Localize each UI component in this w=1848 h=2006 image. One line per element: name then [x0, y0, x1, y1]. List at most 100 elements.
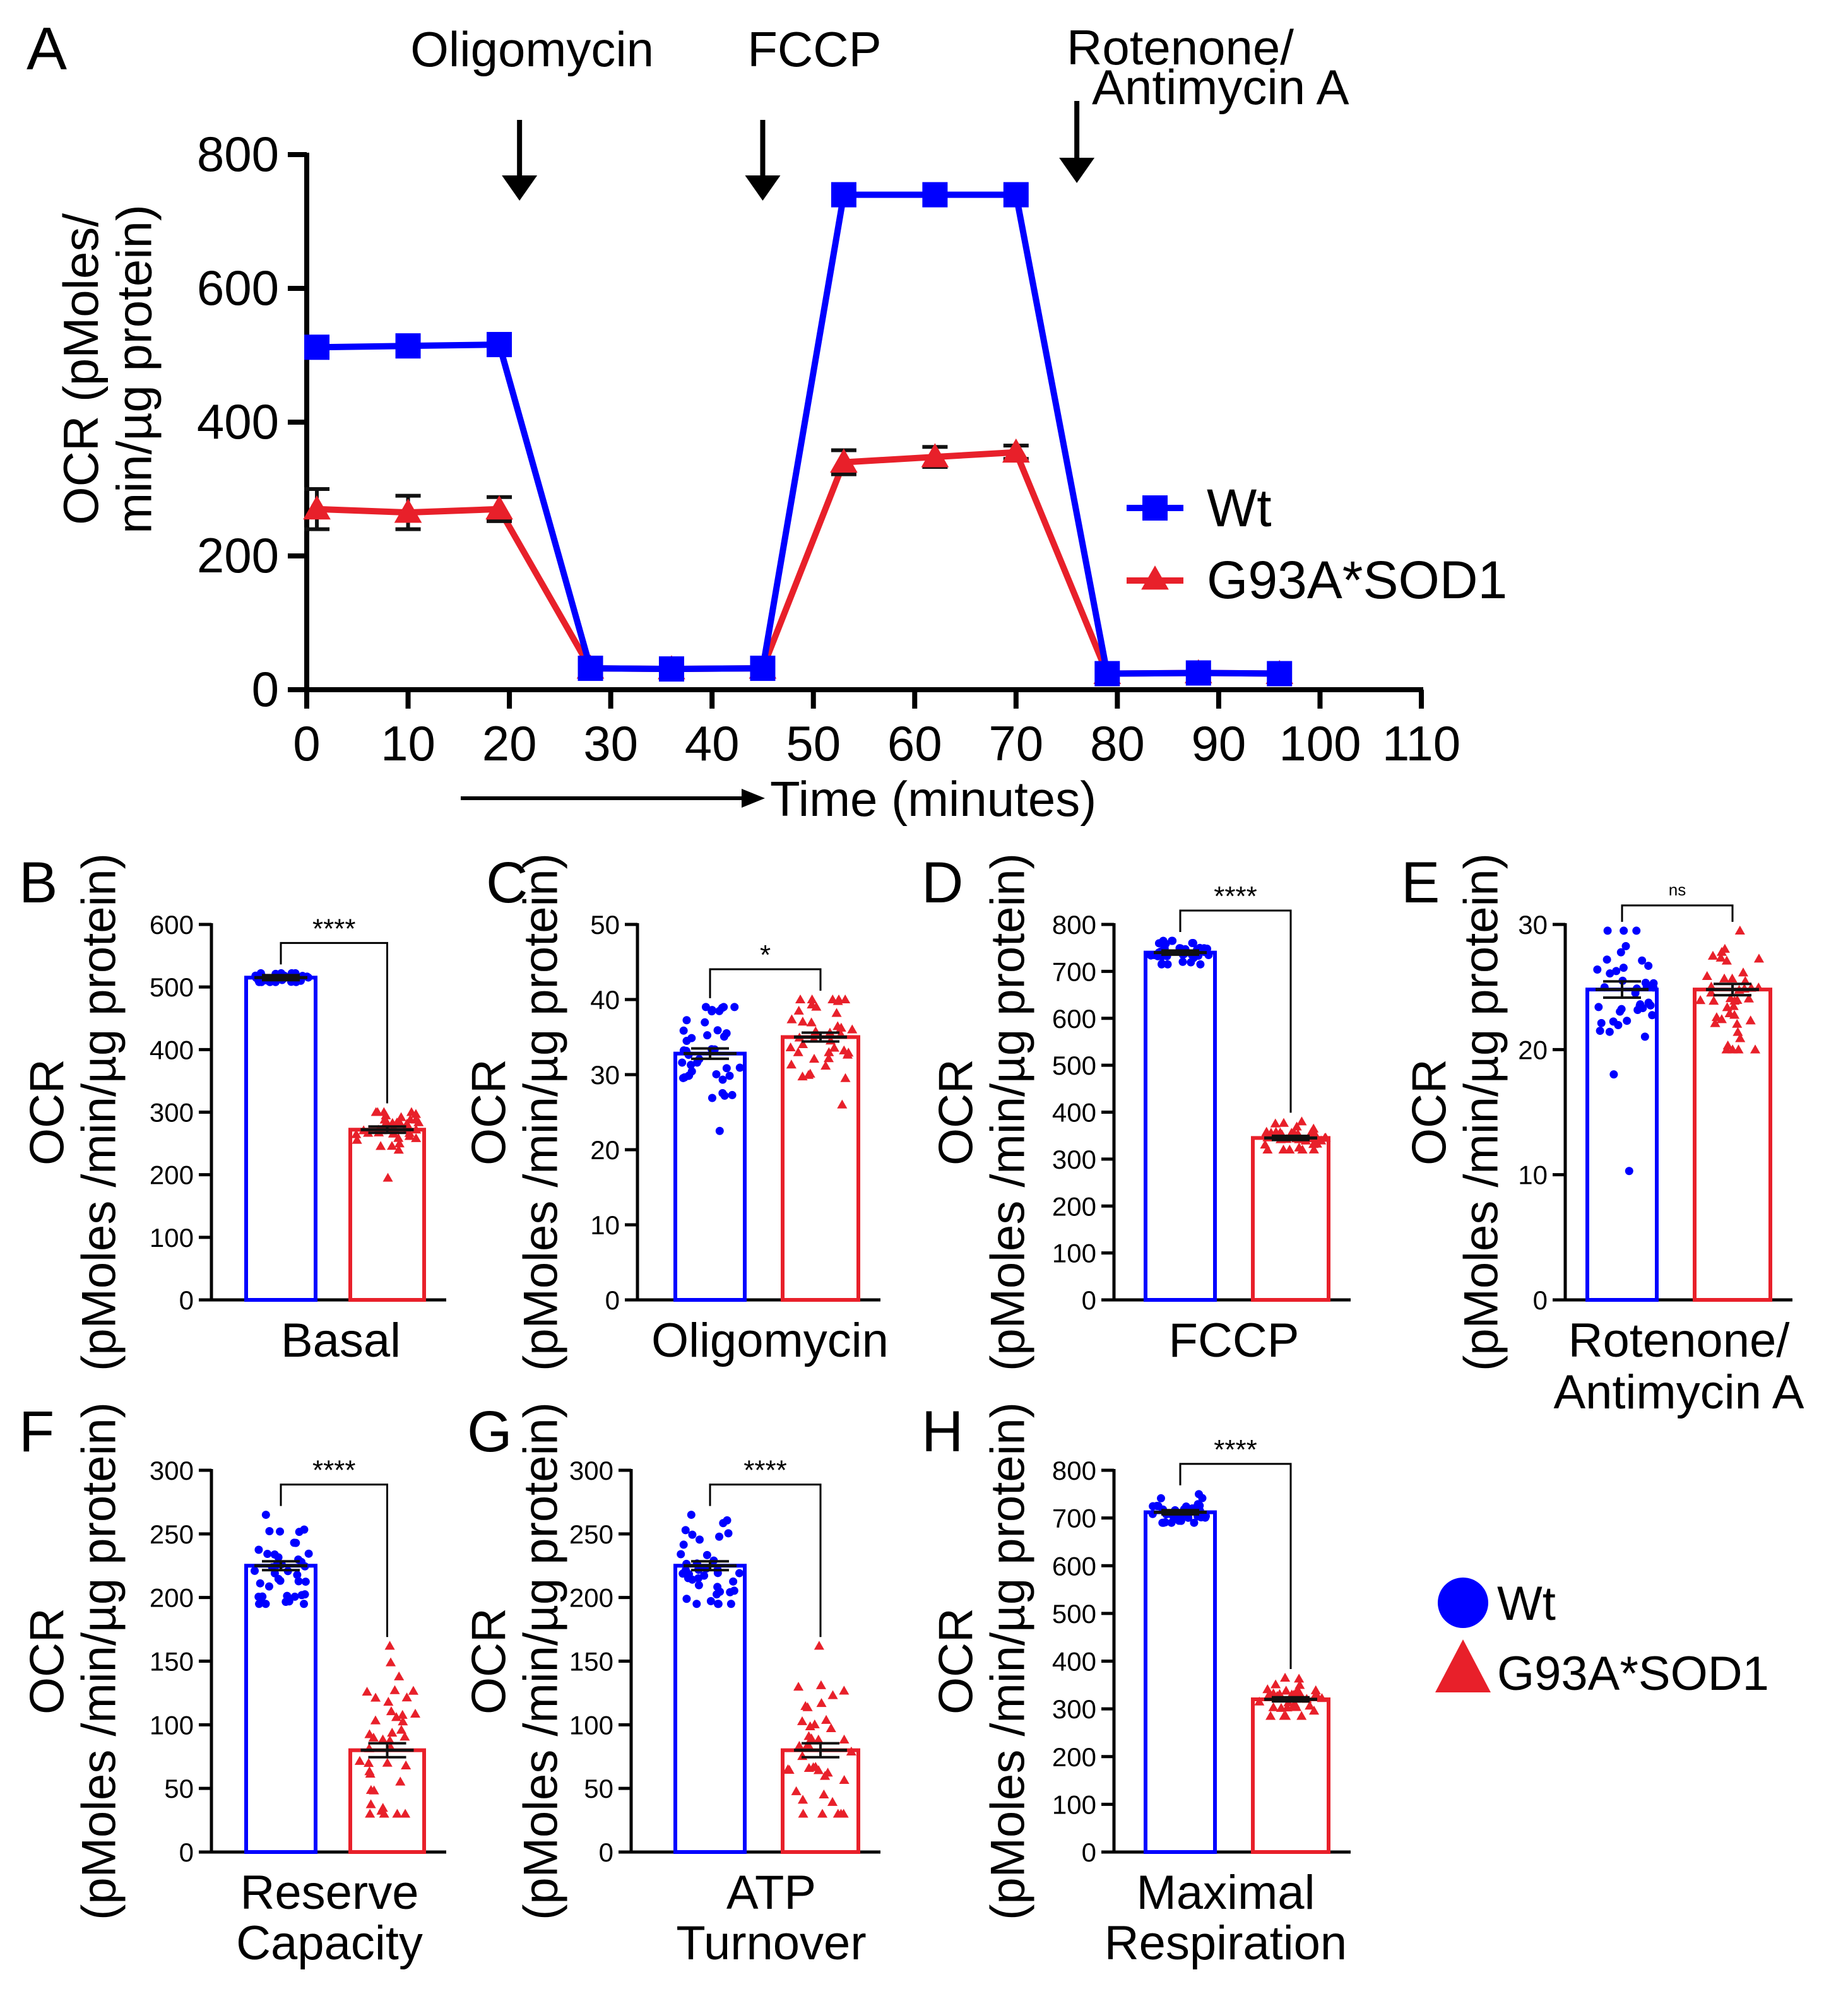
data-point-wt: [1156, 1494, 1165, 1502]
panel-a-x-tick-label: 0: [293, 716, 320, 771]
panel-a-point-wt: [1267, 661, 1293, 687]
data-point-wt: [726, 1600, 735, 1608]
data-point-wt: [1605, 1027, 1614, 1036]
data-point-wt: [725, 1071, 734, 1080]
data-point-mut: [363, 1128, 374, 1137]
data-point-wt: [706, 1596, 715, 1605]
panel-a-injection-arrowhead: [1059, 158, 1095, 183]
bar-panel-y-tick-label: 100: [150, 1710, 194, 1740]
data-point-mut: [839, 1685, 850, 1695]
data-point-mut: [1320, 1133, 1330, 1142]
significance-bracket: [709, 968, 822, 998]
panel-a-point-wt: [395, 333, 421, 359]
data-point-mut: [1281, 1685, 1291, 1695]
bar-panel-y-tick-label: 250: [569, 1519, 613, 1549]
data-point-wt: [1196, 960, 1205, 969]
data-point-wt: [679, 1026, 688, 1035]
data-point-wt: [1168, 936, 1176, 945]
data-point-mut: [376, 1141, 386, 1150]
panel-a-legend-mut-marker: [1141, 565, 1169, 590]
data-point-mut: [1310, 1130, 1320, 1139]
data-point-wt: [301, 1578, 310, 1586]
data-point-mut: [401, 1692, 412, 1702]
data-point-mut: [408, 1685, 418, 1695]
data-point-wt: [1188, 939, 1197, 948]
data-point-mut: [786, 1059, 797, 1069]
panel-b-letter: B: [19, 851, 57, 915]
bar-panel-y-tick-label: 200: [569, 1583, 613, 1613]
bar-panel-x-label-line-2: Antimycin A: [1553, 1366, 1804, 1419]
data-point-mut: [1308, 1706, 1320, 1715]
bar-panel-y-tick-label: 600: [1052, 1551, 1096, 1581]
data-point-mut: [393, 1145, 404, 1154]
bar-panel-x-label-line-1: ATP: [726, 1866, 816, 1920]
data-point-mut: [400, 1808, 411, 1818]
data-point-mut: [798, 1039, 808, 1049]
data-point-mut: [814, 1641, 824, 1650]
data-point-mut: [379, 1114, 390, 1124]
data-point-wt: [682, 1016, 691, 1025]
data-point-mut: [365, 1808, 376, 1818]
significance-bracket: [1179, 1463, 1292, 1669]
data-point-wt: [714, 1600, 723, 1608]
data-point-mut: [1268, 1702, 1279, 1711]
panel-f: F 0 50 100 150 200 250 300 OCR(pMoles /min/µg pr…: [19, 1400, 446, 1970]
data-point-wt: [722, 1029, 731, 1038]
data-point-mut: [395, 1776, 406, 1786]
data-point-wt: [687, 1061, 696, 1070]
data-point-wt: [695, 1535, 704, 1544]
data-point-mut: [1753, 953, 1764, 963]
bar-mut: [1693, 988, 1772, 1302]
data-point-mut: [816, 1698, 827, 1708]
data-point-wt: [1623, 1017, 1632, 1025]
data-point-mut: [1262, 1144, 1273, 1154]
bar-panel-y-axis-label-line-2: (pMoles /min/µg protein): [981, 853, 1035, 1371]
data-point-wt: [254, 1545, 263, 1554]
data-point-mut: [387, 1728, 398, 1737]
bar-panel-y-tick-label: 500: [150, 972, 194, 1002]
bar-panel-y-axis-label-group: OCR(pMoles /min/µg protein): [21, 853, 126, 1371]
panel-a-injection-arrowhead: [502, 175, 538, 201]
panel-a-series-line-mut: [316, 449, 1280, 677]
data-point-mut: [826, 1723, 836, 1732]
data-point-mut: [1294, 1680, 1305, 1689]
significance-label: ****: [1214, 1434, 1257, 1465]
bar-panel-y-tick-label: 30: [1518, 910, 1548, 940]
significance-label: ****: [312, 1455, 356, 1486]
data-point-mut: [839, 1734, 850, 1743]
significance-bracket: [280, 941, 388, 1104]
data-point-wt: [300, 1600, 309, 1608]
bar-panel-y-tick-label: 150: [569, 1647, 613, 1677]
data-point-mut: [811, 1001, 822, 1011]
panel-a-time-arrowhead: [742, 789, 765, 808]
data-point-wt: [735, 1569, 743, 1578]
data-point-mut: [1305, 1701, 1315, 1710]
data-point-wt: [718, 1089, 727, 1097]
data-point-mut: [404, 1131, 415, 1140]
data-point-mut: [1296, 1116, 1307, 1126]
data-point-mut: [364, 1729, 375, 1738]
data-point-mut: [369, 1785, 379, 1795]
bar-panel-y-tick-label: 200: [150, 1583, 194, 1613]
data-point-wt: [1158, 938, 1167, 947]
panel-a-point-wt: [831, 182, 856, 208]
data-point-mut: [1729, 1010, 1740, 1019]
panel-a-y-tick-label: 200: [197, 528, 279, 583]
data-point-mut: [1707, 950, 1719, 960]
bar-panel-y-tick-label: 100: [150, 1223, 194, 1253]
significance-bracket: [280, 1484, 388, 1637]
data-point-wt: [1616, 1007, 1625, 1016]
data-point-wt: [729, 1577, 738, 1586]
data-point-mut: [1733, 1044, 1744, 1054]
data-point-mut: [354, 1755, 365, 1765]
data-point-wt: [1161, 1518, 1170, 1526]
data-point-mut: [410, 1708, 421, 1718]
significance-label: ns: [1669, 880, 1686, 899]
bar-panel-y-tick-label: 800: [1052, 910, 1096, 940]
data-point-wt: [1644, 962, 1653, 971]
panel-a-legend-wt-marker: [1142, 495, 1168, 521]
bar-panel-y-tick-label: 200: [150, 1160, 194, 1190]
data-point-mut: [393, 1133, 404, 1142]
significance-bracket: [1621, 904, 1734, 922]
